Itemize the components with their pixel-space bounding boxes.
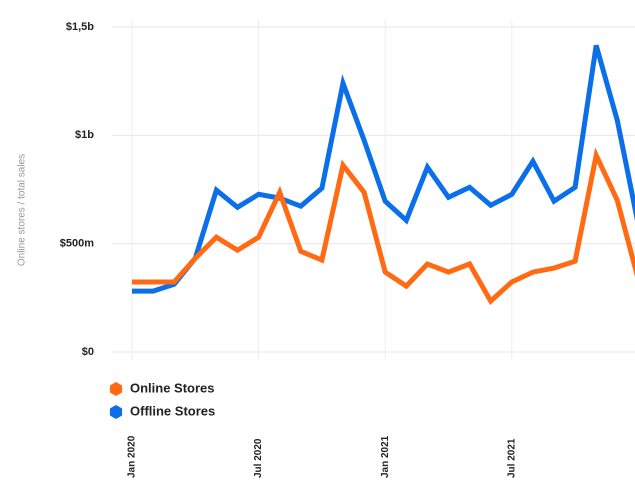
- x-tick-label: Jan 2021: [380, 435, 391, 478]
- y-tick-label: $0: [82, 346, 94, 358]
- legend-marker: [109, 382, 123, 396]
- legend-label: Offline Stores: [130, 403, 215, 418]
- y-axis-title: Online stores / total sales: [17, 154, 28, 266]
- legend-marker: [109, 405, 123, 419]
- x-tick-label: Jan 2020: [127, 435, 138, 478]
- x-tick-label: Jul 2021: [506, 438, 517, 478]
- plot: [112, 20, 635, 360]
- y-tick-label: $500m: [60, 238, 94, 250]
- y-tick-label: $1b: [75, 129, 94, 141]
- legend-label: Online Stores: [130, 380, 215, 395]
- series-line: [132, 147, 635, 306]
- y-tick-label: $1,5b: [66, 21, 94, 33]
- x-tick-label: Jul 2020: [253, 438, 264, 478]
- series-line: [132, 44, 635, 294]
